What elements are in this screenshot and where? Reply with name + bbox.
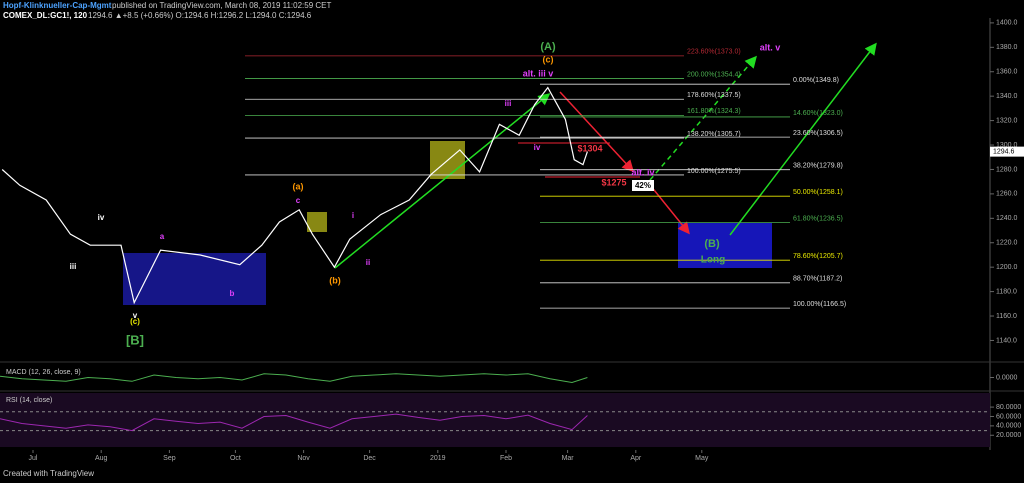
wave-label: i [352, 211, 354, 220]
arrow [334, 93, 551, 269]
y-tick-label: 1180.0 [996, 288, 1017, 295]
wave-label: iii [505, 99, 512, 108]
wave-label: iii [70, 262, 77, 271]
y-tick-label: 1140.0 [996, 337, 1017, 344]
fib-label: 78.60%(1205.7) [793, 253, 843, 260]
fib-label: 38.20%(1279.8) [793, 163, 843, 170]
rsi-background [0, 393, 990, 447]
wave-label: (B) [704, 238, 720, 250]
footer: Created with TradingView [3, 469, 94, 478]
wave-label: (c) [130, 317, 140, 326]
x-tick-label: Nov [297, 455, 310, 462]
range-box [123, 253, 266, 305]
arrow [729, 42, 877, 236]
percent-box [632, 180, 654, 191]
y-tick-label: 1400.0 [996, 20, 1018, 27]
fib-label: 14.60%(1323.0) [793, 110, 843, 117]
wave-label: [B] [126, 332, 144, 347]
y-tick-label: 1320.0 [996, 117, 1018, 124]
x-tick-label: 2019 [430, 455, 446, 462]
wave-label: v [133, 311, 138, 320]
quote: 1294.6 ▲+8.5 (+0.66%) O:1294.6 H:1296.2 … [88, 11, 312, 20]
wave-label: (b) [329, 275, 341, 285]
author: Hopf-Klinknueller-Cap-Mgmt [3, 1, 112, 10]
fib-label: 23.60%(1306.5) [793, 130, 843, 137]
y-tick-label: 20.0000 [996, 432, 1021, 439]
y-tick-label: 60.0000 [996, 413, 1021, 420]
indicator-title: MACD (12, 26, close, 9) [6, 369, 81, 376]
x-tick-label: Mar [562, 455, 575, 462]
wave-label: ii [366, 258, 370, 267]
indicator-title: RSI (14, close) [6, 397, 52, 404]
y-tick-label: 1280.0 [996, 166, 1018, 173]
price-tag [990, 146, 1024, 157]
fib-label: 61.80%(1236.5) [793, 215, 843, 222]
indicator-line [0, 373, 588, 384]
symbol: COMEX_DL:GC1!, 120 [3, 11, 88, 20]
wave-label: $1304 [577, 143, 602, 153]
wave-label: alt. iii v [523, 68, 554, 78]
arrow [649, 184, 690, 235]
wave-label: alt. v [760, 42, 781, 52]
y-tick-label: 0.0000 [996, 374, 1018, 381]
published: published on TradingView.com, March 08, … [112, 1, 332, 10]
percent-label: 42% [635, 181, 651, 190]
y-tick-label: 1340.0 [996, 93, 1018, 100]
y-tick-label: 1360.0 [996, 69, 1018, 76]
wave-label: b [230, 289, 235, 298]
fib-label: 223.60%(1373.0) [687, 49, 741, 56]
x-tick-label: Feb [500, 455, 512, 462]
fib-label: 161.80%(1324.3) [687, 108, 741, 115]
y-tick-label: 1300.0 [996, 142, 1018, 149]
wave-label: Long [701, 255, 725, 266]
fib-label: 178.60%(1337.5) [687, 92, 741, 99]
fib-label: 0.00%(1349.8) [793, 77, 839, 84]
x-tick-label: Oct [230, 455, 241, 462]
fib-label: 100.00%(1275.5) [687, 168, 741, 175]
price-tag-label: 1294.6 [993, 148, 1015, 155]
x-tick-label: Jul [29, 455, 38, 462]
fib-label: 100.00%(1166.5) [793, 301, 846, 308]
wave-label: c [296, 196, 301, 205]
price-line [1, 86, 588, 305]
wave-label: (A) [540, 41, 556, 53]
wave-label: (c) [543, 54, 554, 64]
indicator-line [0, 413, 588, 432]
y-tick-label: 40.0000 [996, 423, 1021, 430]
wave-label: iv [534, 143, 541, 152]
fib-label: 88.70%(1187.2) [793, 276, 842, 283]
fib-label: 200.00%(1354.4) [687, 71, 741, 78]
fib-label: 138.20%(1305.7) [687, 131, 741, 138]
x-tick-label: Apr [630, 455, 642, 462]
wave-label: iv [98, 213, 105, 222]
wave-label: alt. iv [631, 167, 654, 177]
x-tick-label: Dec [363, 455, 376, 462]
x-tick-label: Sep [163, 455, 176, 462]
fib-label: 50.00%(1258.1) [793, 189, 843, 196]
highlight-box [307, 212, 327, 232]
arrow [559, 91, 635, 173]
y-tick-label: 1200.0 [996, 264, 1018, 271]
x-tick-label: May [695, 455, 709, 462]
wave-label: a [160, 232, 165, 241]
x-tick-label: Aug [95, 455, 108, 462]
y-tick-label: 1380.0 [996, 44, 1018, 51]
y-tick-label: 1160.0 [996, 313, 1017, 320]
wave-label: $1275 [601, 177, 626, 187]
y-tick-label: 80.0000 [996, 404, 1021, 411]
y-tick-label: 1240.0 [996, 215, 1018, 222]
wave-label: (a) [293, 181, 304, 191]
y-tick-label: 1220.0 [996, 240, 1018, 247]
y-tick-label: 1260.0 [996, 191, 1018, 198]
